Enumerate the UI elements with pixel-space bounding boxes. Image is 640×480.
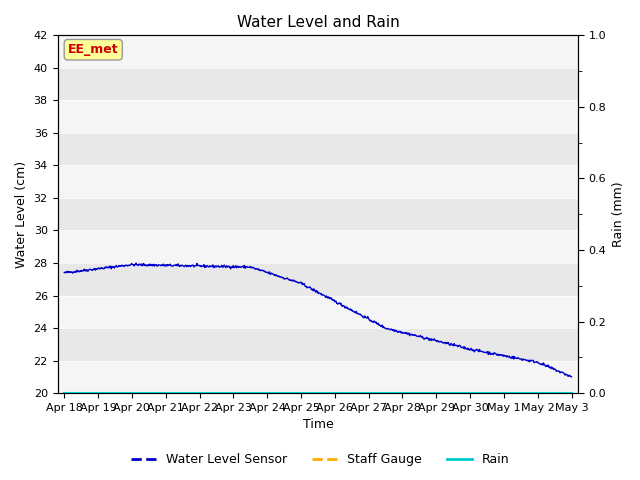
Bar (58, 360, 579, 393)
Bar (58, 198, 579, 230)
Bar (58, 328, 579, 360)
Bar (58, 263, 579, 296)
X-axis label: Time: Time (303, 419, 333, 432)
Bar (58, 230, 579, 263)
Bar (58, 133, 579, 166)
Bar (58, 36, 579, 68)
Bar (58, 68, 579, 100)
Y-axis label: Rain (mm): Rain (mm) (612, 181, 625, 247)
Text: EE_met: EE_met (68, 43, 118, 56)
Title: Water Level and Rain: Water Level and Rain (237, 15, 399, 30)
Bar (58, 166, 579, 198)
Y-axis label: Water Level (cm): Water Level (cm) (15, 161, 28, 268)
Bar (58, 296, 579, 328)
Legend: Water Level Sensor, Staff Gauge, Rain: Water Level Sensor, Staff Gauge, Rain (125, 448, 515, 471)
Bar (58, 100, 579, 133)
